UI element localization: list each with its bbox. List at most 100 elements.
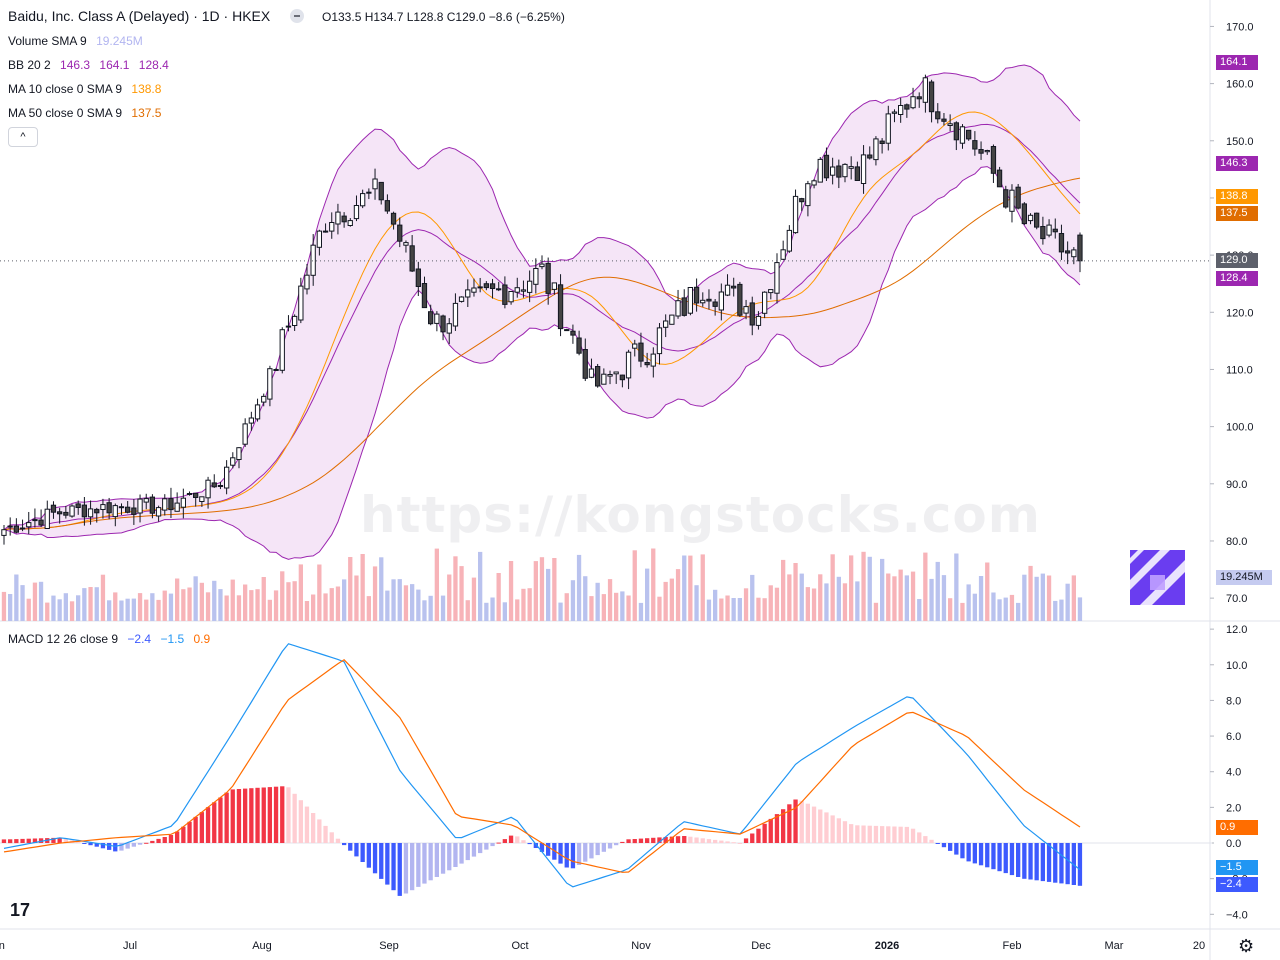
bb-legend[interactable]: BB 20 2 146.3 164.1 128.4 bbox=[8, 58, 169, 72]
candle-body bbox=[205, 479, 211, 499]
candle-body bbox=[990, 146, 997, 174]
tradingview-logo[interactable]: 17 bbox=[10, 900, 31, 920]
macd-histogram-bar bbox=[508, 835, 514, 843]
macd-tick-label: 8.0 bbox=[1226, 695, 1241, 707]
macd-histogram-bar bbox=[570, 843, 576, 869]
volume-bar bbox=[713, 589, 718, 621]
ma10-legend[interactable]: MA 10 close 0 SMA 9 138.8 bbox=[8, 82, 161, 96]
macd-histogram-bar bbox=[144, 842, 149, 844]
macd-histogram-bar bbox=[348, 843, 353, 851]
macd-histogram-bar bbox=[38, 838, 44, 843]
candle-body bbox=[75, 503, 81, 508]
settings-gear-icon[interactable]: ⚙ bbox=[1238, 936, 1255, 956]
macd-legend-macd: −1.5 bbox=[160, 632, 185, 646]
volume-bar bbox=[675, 569, 681, 621]
macd-histogram-bar bbox=[614, 843, 619, 846]
volume-bar bbox=[1040, 573, 1045, 621]
candle-body bbox=[928, 81, 935, 113]
macd-histogram-bar bbox=[762, 823, 767, 843]
ma50-legend[interactable]: MA 50 close 0 SMA 9 137.5 bbox=[8, 106, 161, 120]
macd-histogram-bar bbox=[224, 792, 229, 843]
volume-bar bbox=[799, 573, 804, 621]
macd-histogram-bar bbox=[904, 826, 909, 843]
candle-body bbox=[440, 315, 446, 333]
volume-bar bbox=[484, 602, 489, 621]
volume-bar bbox=[688, 555, 693, 621]
bb-lower-badge: 128.4 bbox=[1216, 271, 1258, 286]
volume-bar bbox=[88, 587, 93, 621]
volume-bar bbox=[175, 578, 180, 621]
candle-body bbox=[186, 493, 193, 495]
volume-legend[interactable]: Volume SMA 9 19.245M bbox=[8, 34, 143, 48]
candle-body bbox=[106, 502, 112, 514]
volume-bar bbox=[651, 548, 656, 621]
macd-histogram-bar bbox=[471, 843, 477, 857]
symbol-menu-icon[interactable] bbox=[290, 9, 305, 23]
candle-body bbox=[180, 497, 186, 508]
volume-bar bbox=[614, 592, 619, 621]
price-tick-label: 90.0 bbox=[1226, 479, 1247, 491]
candle-body bbox=[576, 337, 582, 354]
watermark: https://kongstocks.com bbox=[360, 486, 1041, 544]
macd-histogram-bar bbox=[620, 841, 625, 843]
volume-bar bbox=[304, 601, 310, 621]
macd-legend[interactable]: MACD 12 26 close 9 −2.4 −1.5 0.9 bbox=[8, 632, 210, 646]
macd-histogram-bar bbox=[397, 843, 402, 896]
macd-histogram-bar bbox=[521, 840, 526, 843]
macd-tick-label: −4.0 bbox=[1226, 909, 1248, 921]
price-tick-label: 150.0 bbox=[1226, 136, 1254, 148]
volume-bar bbox=[1009, 594, 1015, 621]
volume-bar bbox=[539, 557, 545, 621]
ma10-legend-value: 138.8 bbox=[131, 82, 162, 96]
date-tick-label: Aug bbox=[252, 940, 272, 952]
candle-body bbox=[867, 154, 873, 159]
macd-histogram-bar bbox=[372, 843, 378, 874]
volume-bar bbox=[150, 593, 155, 621]
macd-histogram-bar bbox=[657, 837, 662, 843]
macd-legend-signal: 0.9 bbox=[193, 632, 211, 646]
candle-body bbox=[1058, 233, 1065, 253]
volume-bar bbox=[762, 598, 767, 621]
macd-histogram-bar bbox=[113, 843, 118, 852]
candle-body bbox=[63, 511, 69, 516]
volume-bar bbox=[774, 587, 780, 621]
candle-body bbox=[13, 525, 19, 533]
volume-bar bbox=[892, 576, 897, 621]
candle-body bbox=[193, 492, 199, 498]
macd-histogram-bar bbox=[849, 824, 854, 843]
macd-histogram-bar bbox=[972, 843, 977, 864]
volume-bar bbox=[1034, 576, 1039, 621]
volume-bar bbox=[997, 599, 1002, 621]
symbol-title[interactable]: Baidu, Inc. Class A (Delayed) · 1D · HKE… bbox=[8, 8, 271, 24]
macd-histogram-bar bbox=[440, 843, 446, 874]
candle-body bbox=[830, 166, 836, 176]
candle-body bbox=[316, 230, 323, 248]
volume-bar bbox=[898, 569, 903, 621]
candle-body bbox=[978, 149, 984, 154]
volume-bar bbox=[861, 551, 866, 621]
collapse-legend-button[interactable]: ^ bbox=[8, 127, 38, 147]
price-tick-label: 110.0 bbox=[1226, 364, 1253, 376]
candle-body bbox=[366, 191, 372, 194]
macd-histogram-bar bbox=[286, 787, 291, 843]
macd-histogram-bar bbox=[267, 787, 272, 843]
candle-body bbox=[588, 368, 595, 378]
volume-bar bbox=[706, 599, 712, 621]
macd-histogram-bar bbox=[236, 789, 242, 843]
candle-body bbox=[279, 329, 285, 371]
volume-badge: 19.245M bbox=[1216, 570, 1272, 585]
candle-body bbox=[514, 287, 520, 293]
volume-bar bbox=[403, 585, 409, 621]
macd-histogram-bar bbox=[230, 789, 235, 843]
macd-histogram-bar bbox=[323, 825, 328, 843]
candle-body bbox=[384, 200, 391, 212]
candle-body bbox=[570, 330, 576, 336]
macd-histogram-bar bbox=[719, 840, 724, 843]
candles bbox=[1, 74, 1083, 545]
candle-body bbox=[755, 315, 762, 326]
macd-histogram-bar bbox=[954, 843, 959, 855]
volume-bar bbox=[181, 589, 186, 621]
macd-histogram-bar bbox=[743, 838, 749, 843]
candle-body bbox=[879, 140, 885, 145]
